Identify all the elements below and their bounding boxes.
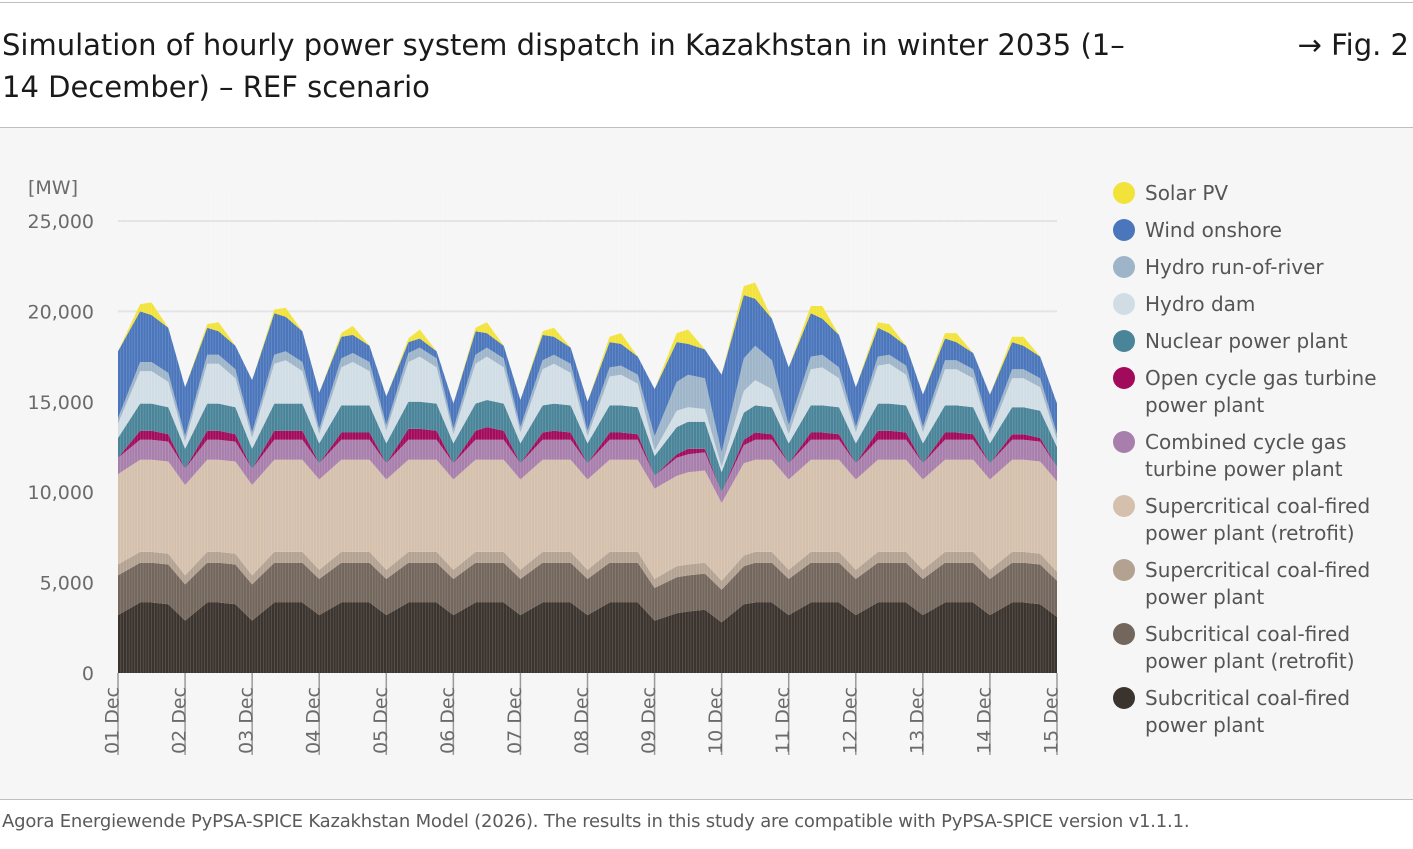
legend-swatch (1113, 182, 1135, 204)
legend-swatch (1113, 367, 1135, 389)
top-rule (0, 2, 1413, 3)
legend-swatch (1113, 687, 1135, 709)
legend-label: Hydro run-of-river (1145, 255, 1324, 279)
x-tick-label: 07 Dec (504, 687, 526, 754)
area-supercritical-coal-fired-power-plant-retrofit (118, 459, 1057, 581)
legend-label: Combined cycle gas turbine power plant (1145, 430, 1347, 481)
stacked-area-chart: 0 5,000 10,000 15,000 20,000 25,000 01 Dec 02 D… (28, 177, 1063, 755)
legend-item: Wind onshore (1113, 217, 1408, 244)
legend-label: Subcritical coal-fired power plant (retr… (1145, 622, 1355, 673)
x-tick-label: 06 Dec (437, 687, 459, 754)
area-hydro-run-of-river (118, 345, 1057, 467)
legend-item: Solar PV (1113, 180, 1408, 207)
legend-swatch (1113, 256, 1135, 278)
x-tick-label: 05 Dec (370, 687, 392, 754)
legend-item: Subcritical coal-fired power plant (1113, 685, 1408, 739)
legend-item: Open cycle gas turbine power plant (1113, 365, 1408, 419)
area-wind-onshore (118, 295, 1057, 453)
area-supercritical-coal-fired-power-plant (118, 551, 1057, 590)
legend-label: Solar PV (1145, 181, 1229, 205)
y-tick-label: 0 (82, 663, 94, 685)
y-tick-label: 20,000 (28, 301, 94, 323)
x-tick-label: 12 Dec (839, 687, 861, 754)
area-nuclear-power-plant (118, 400, 1057, 493)
legend-label: Supercritical coal-fired power plant (1145, 558, 1371, 609)
x-tick-label: 13 Dec (906, 687, 928, 754)
y-tick-label: 10,000 (28, 482, 94, 504)
legend-swatch (1113, 623, 1135, 645)
legend-label: Wind onshore (1145, 218, 1282, 242)
legend-item: Combined cycle gas turbine power plant (1113, 429, 1408, 483)
legend-label: Supercritical coal-fired power plant (re… (1145, 494, 1371, 545)
legend-swatch (1113, 219, 1135, 241)
chart-title: Simulation of hourly power system dispat… (2, 28, 1125, 104)
legend-swatch (1113, 293, 1135, 315)
legend-item: Hydro dam (1113, 291, 1408, 318)
area-solar-pv (118, 282, 1057, 404)
header-rule (0, 127, 1413, 128)
y-tick-label: 25,000 (28, 211, 94, 233)
y-axis-label: [MW] (28, 177, 78, 199)
legend-item: Supercritical coal-fired power plant (re… (1113, 493, 1408, 547)
legend-swatch (1113, 559, 1135, 581)
area-hydro-dam (118, 356, 1057, 473)
area-subcritical-coal-fired-power-plant (118, 602, 1057, 673)
x-tick-label: 09 Dec (638, 687, 660, 754)
legend-label: Open cycle gas turbine power plant (1145, 366, 1377, 417)
axes: 0 5,000 10,000 15,000 20,000 25,000 01 Dec 02 D… (28, 211, 1063, 755)
source-note: Agora Energiewende PyPSA-SPICE Kazakhsta… (2, 811, 1190, 832)
area-open-cycle-gas-turbine-power-plant (118, 427, 1057, 493)
x-tick-label: 11 Dec (772, 687, 794, 754)
area-subcritical-coal-fired-power-plant-retrofit (118, 562, 1057, 623)
legend-item: Supercritical coal-fired power plant (1113, 557, 1408, 611)
footer-rule (0, 799, 1413, 800)
x-tick-label: 08 Dec (571, 687, 593, 754)
x-tick-label: 10 Dec (705, 687, 727, 754)
y-tick-label: 15,000 (28, 392, 94, 414)
legend-label: Subcritical coal-fired power plant (1145, 686, 1351, 737)
x-tick-label: 03 Dec (236, 687, 258, 754)
x-tick-label: 15 Dec (1041, 687, 1063, 754)
figure-reference: → Fig. 2 (1297, 28, 1409, 62)
hourly-bar-texture (120, 191, 1055, 673)
legend-swatch (1113, 330, 1135, 352)
area-combined-cycle-gas-turbine-power-plant (118, 439, 1057, 503)
legend-label: Nuclear power plant (1145, 329, 1348, 353)
x-tick-label: 04 Dec (303, 687, 325, 754)
x-tick-label: 14 Dec (973, 687, 995, 754)
chart-legend: Solar PV Wind onshore Hydro run-of-river Hy… (1113, 180, 1408, 749)
legend-item: Hydro run-of-river (1113, 254, 1408, 281)
area-series (118, 282, 1057, 673)
legend-label: Hydro dam (1145, 292, 1256, 316)
x-tick-label: 01 Dec (102, 687, 124, 754)
x-tick-label: 02 Dec (169, 687, 191, 754)
legend-item: Nuclear power plant (1113, 328, 1408, 355)
y-tick-label: 5,000 (40, 573, 94, 595)
legend-swatch (1113, 495, 1135, 517)
legend-item: Subcritical coal-fired power plant (retr… (1113, 621, 1408, 675)
legend-swatch (1113, 431, 1135, 453)
